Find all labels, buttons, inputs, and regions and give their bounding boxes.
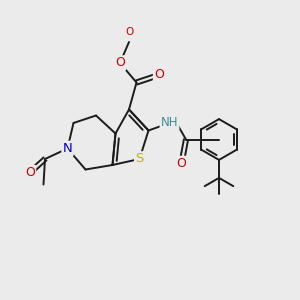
Text: O: O — [125, 27, 133, 37]
Text: O: O — [177, 157, 186, 170]
Text: O: O — [154, 68, 164, 82]
Text: O: O — [115, 56, 125, 70]
Text: N: N — [63, 142, 72, 155]
Text: O: O — [25, 166, 35, 179]
Text: NH: NH — [161, 116, 178, 130]
Text: S: S — [135, 152, 144, 166]
